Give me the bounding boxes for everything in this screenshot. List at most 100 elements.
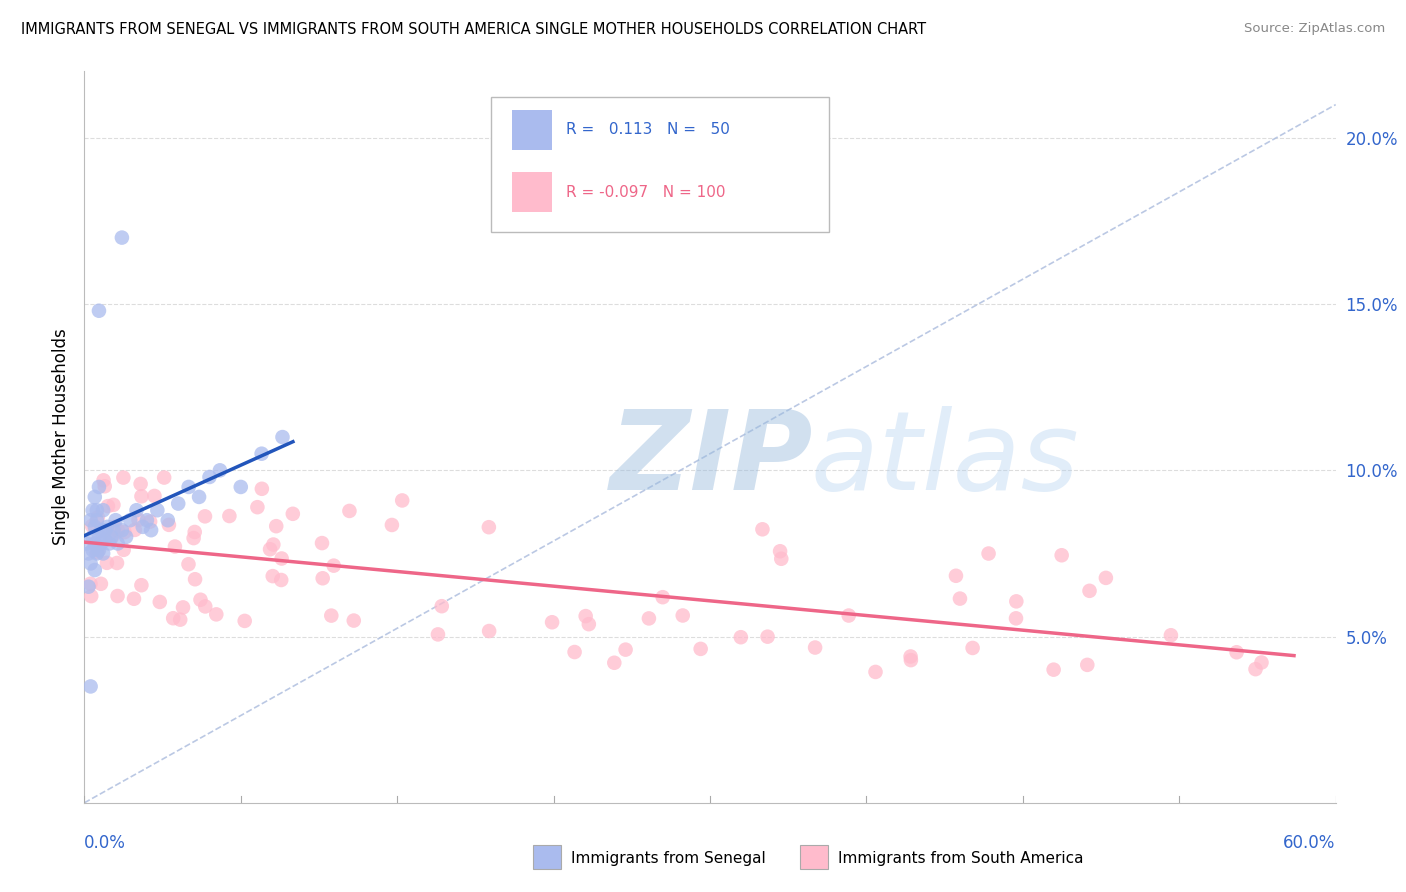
Text: R =   0.113   N =   50: R = 0.113 N = 50 [567, 122, 730, 137]
Point [146, 503, 169, 517]
Point [312, 571, 335, 585]
Point [205, 607, 228, 622]
Point [136, 513, 159, 527]
Point [321, 608, 343, 623]
Point [79, 576, 101, 591]
Text: 60.0%: 60.0% [1284, 834, 1336, 852]
Point [101, 530, 124, 544]
Point [322, 558, 344, 573]
Point [163, 540, 186, 554]
Point [93, 473, 115, 487]
Point [86, 503, 108, 517]
Point [270, 551, 292, 566]
Point [198, 470, 221, 484]
Point [264, 519, 287, 533]
Point [262, 569, 284, 583]
Point [107, 524, 129, 538]
Point [86, 513, 108, 527]
Text: ZIP: ZIP [610, 406, 814, 513]
Point [157, 517, 180, 532]
Point [75, 536, 97, 550]
Point [770, 551, 793, 566]
Point [962, 640, 984, 655]
Point [149, 595, 172, 609]
Point [804, 640, 827, 655]
Point [87, 303, 110, 318]
Point [1244, 662, 1267, 676]
Point [1095, 571, 1118, 585]
Point [124, 523, 146, 537]
Point [96, 556, 118, 570]
Point [162, 611, 184, 625]
Point [603, 656, 626, 670]
Point [541, 615, 564, 630]
Point [208, 463, 231, 477]
Point [945, 568, 967, 582]
Point [156, 513, 179, 527]
Point [80, 589, 103, 603]
Point [578, 617, 600, 632]
Point [93, 479, 115, 493]
Point [172, 600, 194, 615]
Point [94, 523, 117, 537]
Point [111, 523, 134, 537]
Point [129, 477, 152, 491]
Point [1250, 656, 1272, 670]
Point [575, 609, 598, 624]
Text: R = -0.097   N = 100: R = -0.097 N = 100 [567, 185, 725, 200]
Point [87, 543, 110, 558]
Point [83, 563, 105, 577]
Point [87, 510, 110, 524]
Point [153, 470, 176, 484]
Point [86, 545, 108, 559]
Point [96, 520, 118, 534]
Point [262, 537, 284, 551]
Point [1226, 645, 1249, 659]
Text: Immigrants from South America: Immigrants from South America [838, 851, 1084, 865]
Point [271, 430, 294, 444]
Point [194, 509, 217, 524]
Point [1076, 657, 1098, 672]
Point [614, 642, 637, 657]
Point [143, 489, 166, 503]
Point [139, 523, 162, 537]
Point [104, 513, 127, 527]
Point [218, 508, 240, 523]
Point [311, 536, 333, 550]
Point [233, 614, 256, 628]
Point [87, 480, 110, 494]
Point [83, 490, 105, 504]
Point [339, 504, 361, 518]
Point [97, 499, 120, 513]
Point [756, 630, 779, 644]
Point [343, 614, 366, 628]
Point [270, 573, 292, 587]
Point [977, 547, 1000, 561]
Point [115, 530, 138, 544]
Point [1160, 628, 1182, 642]
Point [125, 503, 148, 517]
Point [229, 480, 252, 494]
Point [651, 590, 673, 604]
Point [104, 520, 127, 534]
Point [769, 544, 792, 558]
Point [246, 500, 269, 515]
Point [751, 522, 773, 536]
Point [112, 470, 135, 484]
Point [1050, 548, 1073, 562]
Point [90, 536, 112, 550]
Text: Source: ZipAtlas.com: Source: ZipAtlas.com [1244, 22, 1385, 36]
Point [111, 230, 134, 244]
Point [564, 645, 586, 659]
Point [94, 533, 117, 548]
Point [79, 513, 101, 527]
Point [478, 520, 501, 534]
Text: IMMIGRANTS FROM SENEGAL VS IMMIGRANTS FROM SOUTH AMERICA SINGLE MOTHER HOUSEHOLD: IMMIGRANTS FROM SENEGAL VS IMMIGRANTS FR… [21, 22, 927, 37]
Point [381, 518, 404, 533]
Point [838, 608, 860, 623]
Point [167, 497, 190, 511]
Point [1078, 583, 1101, 598]
Bar [512, 110, 553, 150]
Point [132, 520, 155, 534]
Point [105, 556, 128, 570]
